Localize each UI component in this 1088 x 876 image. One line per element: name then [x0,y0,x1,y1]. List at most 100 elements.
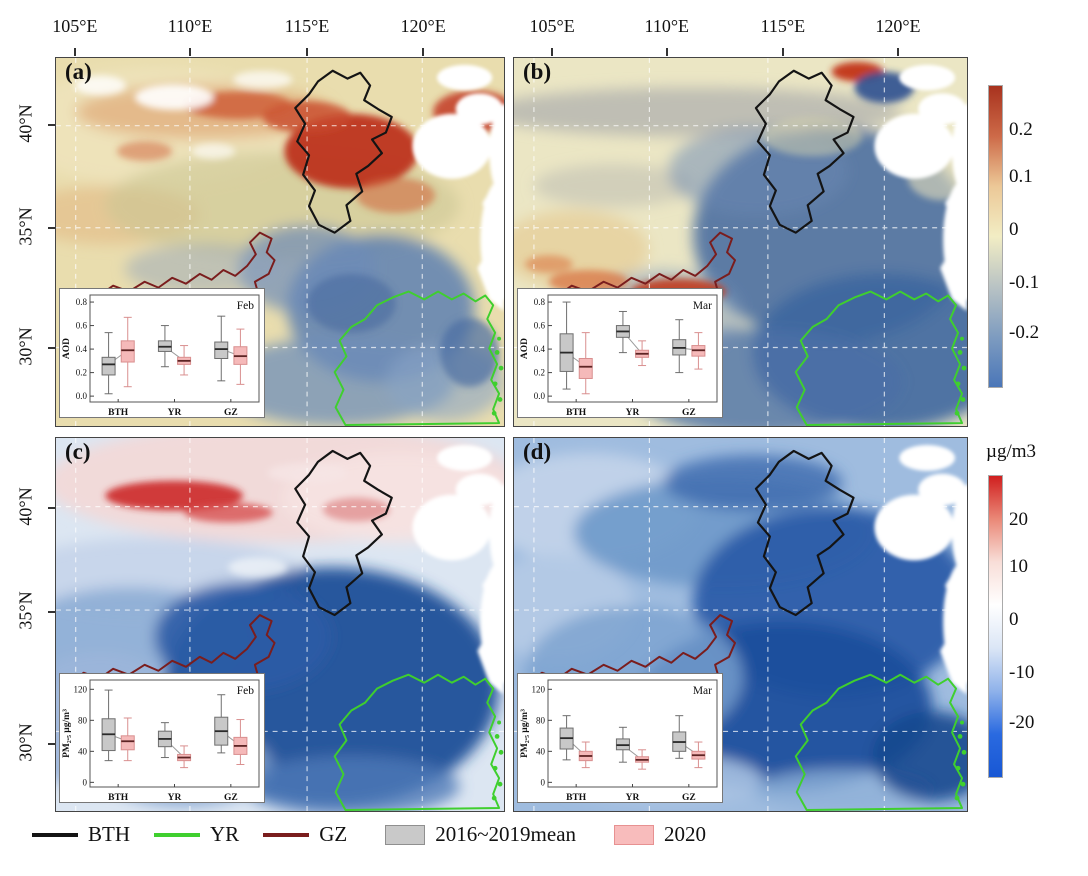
mean-box-swatch [385,824,426,845]
svg-text:0.0: 0.0 [76,391,88,401]
svg-text:Feb: Feb [237,300,255,312]
legend-label: 2016~2019mean [435,822,577,846]
svg-text:BTH: BTH [566,408,587,418]
svg-text:GZ: GZ [224,408,238,418]
svg-text:0.6: 0.6 [534,321,546,331]
panel-label-d: (d) [523,439,552,464]
svg-text:40: 40 [78,746,88,756]
svg-text:YR: YR [626,793,640,803]
map-panel-a: (a) 0.0 0.2 0.4 0.6 0.8 AOD Feb BTH YR GZ [55,57,505,427]
svg-text:BTH: BTH [566,793,587,803]
lat-tick [48,507,55,509]
lat-tick [48,347,55,349]
pm-colorbar-tick: 20 [1009,509,1028,531]
svg-text:PM₂.₅ µg/m³: PM₂.₅ µg/m³ [62,709,72,758]
svg-text:40: 40 [536,746,546,756]
legend-label: 2020 [664,822,707,846]
inset-boxplot-a: 0.0 0.2 0.4 0.6 0.8 AOD Feb BTH YR GZ [59,288,265,418]
lat-tick-label: 35°N [15,591,36,630]
lon-tick [781,48,784,56]
svg-text:AOD: AOD [62,338,72,359]
svg-text:YR: YR [626,408,640,418]
inset-boxplot-d: 0 40 80 120 PM₂.₅ µg/m³ Mar BTH YR GZ [517,673,723,803]
lon-tick-label: 105°E [52,16,98,36]
svg-text:YR: YR [168,793,182,803]
boxplot-aod-feb: 0.0 0.2 0.4 0.6 0.8 AOD Feb BTH YR GZ [62,294,260,418]
lon-tick [422,48,425,56]
svg-text:Mar: Mar [693,685,712,697]
svg-text:0.8: 0.8 [76,297,88,307]
box-2020-swatch [614,824,655,845]
lon-tick-label: 105°E [529,16,575,36]
pm-colorbar-unit: µg/m3 [986,441,1037,462]
svg-text:Mar: Mar [693,300,712,312]
lon-tick [189,48,191,56]
svg-text:120: 120 [532,684,546,694]
lat-tick-label: 30°N [15,723,36,762]
pm25-mar-map [514,438,967,811]
aod-colorbar-gradient [988,85,1003,388]
svg-text:AOD: AOD [520,338,530,359]
panel-label-a: (a) [65,59,92,84]
pm-colorbar: 20 10 0 -10 -20 [988,475,1034,778]
aod-colorbar-tick: -0.1 [1009,272,1040,294]
lon-tick [665,48,668,56]
panel-label-b: (b) [523,59,552,84]
lon-tick-label: 110°E [644,16,690,36]
lat-tick [48,124,55,126]
svg-text:BTH: BTH [108,793,129,803]
svg-text:80: 80 [78,715,88,725]
gz-line-swatch [263,832,310,837]
inset-boxplot-c: 0 40 80 120 PM₂.₅ µg/m³ Feb BTH YR GZ [59,673,265,803]
inset-boxplot-b: 0.0 0.2 0.4 0.6 0.8 AOD Mar BTH YR GZ [517,288,723,418]
pm-colorbar-gradient [988,475,1003,778]
lat-tick-label: 35°N [15,207,36,246]
map-panel-d: (d) 0 40 80 120 PM₂.₅ µg/m³ Mar BTH YR GZ [513,437,968,812]
lon-tick [73,48,76,56]
svg-text:0: 0 [83,777,88,787]
pm-colorbar-tick: 0 [1009,609,1019,631]
svg-text:0.0: 0.0 [534,391,546,401]
lat-tick [48,611,55,613]
legend: BTH YR GZ 2016~2019mean 2020 [32,822,730,847]
lon-axis-left-column: 105°E 110°E 115°E 120°E [52,0,505,57]
lat-tick [48,743,55,745]
svg-text:0.4: 0.4 [534,344,546,354]
legend-label: YR [210,822,240,846]
yr-line-swatch [154,832,200,837]
svg-text:Feb: Feb [237,685,255,697]
svg-text:0.8: 0.8 [534,297,546,307]
svg-text:PM₂.₅ µg/m³: PM₂.₅ µg/m³ [520,709,530,758]
lon-axis-right-column: 105°E 110°E 115°E 120°E [513,0,968,57]
legend-label: BTH [88,822,130,846]
pm-colorbar-tick: -10 [1009,662,1035,684]
legend-item-mean: 2016~2019mean [385,822,576,847]
lon-tick-label: 115°E [284,16,330,36]
panel-label-c: (c) [65,439,91,464]
lat-tick-label: 40°N [15,104,36,143]
aod-colorbar-tick: 0.1 [1009,166,1033,188]
aod-colorbar-tick: 0 [1009,219,1019,241]
lon-tick-label: 120°E [875,16,921,36]
lon-tick [306,48,308,56]
svg-text:GZ: GZ [224,793,238,803]
map-panel-b: (b) 0.0 0.2 0.4 0.6 0.8 AOD Mar BTH YR GZ [513,57,968,427]
legend-item-2020: 2020 [614,822,706,847]
bth-line-swatch [32,832,78,837]
map-panel-c: (c) 0 40 80 120 PM₂.₅ µg/m³ Feb BTH YR GZ [55,437,505,812]
boxplot-aod-mar: 0.0 0.2 0.4 0.6 0.8 AOD Mar BTH YR GZ [520,294,718,418]
svg-text:0.4: 0.4 [76,344,88,354]
svg-text:YR: YR [168,408,182,418]
svg-text:BTH: BTH [108,408,129,418]
lon-tick [896,48,899,56]
legend-label: GZ [319,822,348,846]
lat-tick [48,227,55,229]
aod-colorbar: 0.2 0.1 0 -0.1 -0.2 [988,85,1039,388]
boxplot-pm25-mar: 0 40 80 120 PM₂.₅ µg/m³ Mar BTH YR GZ [520,679,718,803]
lon-tick-label: 120°E [400,16,446,36]
svg-text:GZ: GZ [682,408,696,418]
aod-feb-map [56,58,504,426]
pm-colorbar-tick: 10 [1009,556,1028,578]
lon-tick-label: 110°E [167,16,213,36]
